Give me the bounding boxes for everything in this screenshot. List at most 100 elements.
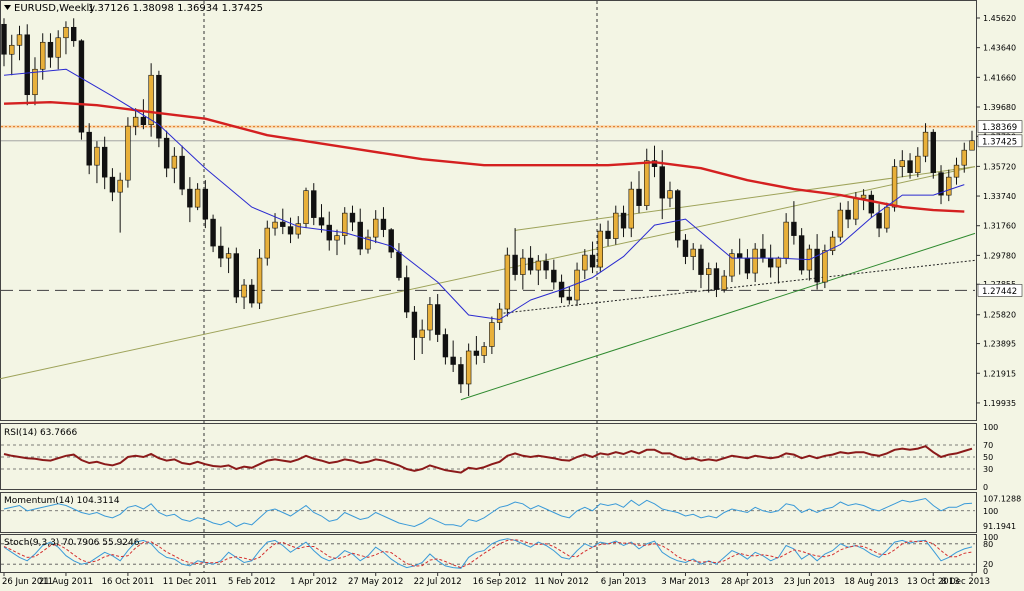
candle-body-bull [427, 304, 433, 331]
candle [907, 153, 913, 179]
candle-body-bear [249, 284, 255, 304]
candle [342, 207, 348, 245]
candle [9, 34, 15, 76]
candle-body-bear [675, 190, 681, 241]
time-label: 18 Aug 2013 [844, 577, 898, 587]
candle-body-bear [876, 212, 882, 229]
symbol-label: EURUSD,Weekly [14, 3, 95, 14]
candle-body-bull [597, 230, 603, 268]
candle-body-bull [419, 329, 425, 338]
candle-body-bear [140, 116, 147, 125]
candle-body-bull [520, 257, 526, 275]
price-axis: 1.456201.436401.416601.396801.377201.357… [976, 14, 1016, 408]
stoch-signal-line [3, 539, 973, 569]
time-label: 5 Feb 2012 [228, 577, 276, 587]
candle-body-bull [241, 284, 247, 298]
candle-body-bull [496, 308, 503, 323]
candle [132, 108, 139, 136]
candle [582, 249, 588, 280]
resistance-badge-bg [977, 120, 1023, 133]
rsi-tick-label: 0 [983, 483, 988, 492]
candle [411, 306, 418, 360]
candle-body-bull [9, 44, 15, 55]
candle [876, 204, 882, 238]
candle-body-bear [202, 188, 209, 220]
candle-body-bear [233, 253, 240, 298]
price-tick-label: 1.39680 [983, 103, 1016, 112]
candle-body-bull [194, 188, 201, 208]
candle-body-bull [860, 194, 867, 199]
horizontal-levels [1, 125, 975, 292]
candle-body-bull [899, 160, 906, 167]
price-tick-label: 1.23895 [983, 340, 1016, 349]
candle-body-bear [527, 257, 534, 271]
candle [938, 165, 944, 205]
candle-body-bull [365, 236, 371, 250]
candle-body-bear [845, 209, 851, 220]
candle-body-bull [373, 218, 379, 238]
candle-body-bear [24, 34, 30, 96]
candle [946, 169, 952, 202]
candle [543, 253, 549, 280]
resistance-badge: 1.38369 [982, 123, 1017, 133]
candle-body-bear [70, 26, 77, 42]
candle-body-bull [63, 26, 69, 39]
time-label: 22 Jul 2012 [414, 577, 462, 587]
rsi-tick-label: 50 [983, 453, 993, 462]
candle [613, 205, 619, 245]
momentum-label: Momentum(14) 104.3114 [4, 496, 120, 506]
price-pane[interactable] [0, 0, 977, 421]
rsi-line [3, 445, 973, 474]
candle-body-bull [342, 212, 348, 236]
candle [961, 142, 967, 173]
candle-body-bear [411, 311, 418, 338]
candle [295, 216, 301, 239]
candle-body-bear [713, 268, 720, 290]
rsi-tick-label: 30 [983, 465, 993, 474]
candle-body-bull [690, 248, 696, 257]
candle [551, 259, 557, 290]
stoch-pane[interactable] [0, 534, 977, 573]
candle [380, 207, 387, 238]
trendline-olive-long [0, 166, 976, 380]
candle [334, 229, 340, 256]
candle-body-bull [884, 206, 890, 229]
momentum-tick-label: 100 [983, 507, 998, 516]
candle-body-bear [187, 188, 193, 208]
candle [791, 201, 797, 245]
candle-body-bull [582, 254, 588, 271]
candle-body-bear [744, 257, 751, 274]
candle [40, 33, 46, 80]
menu-triangle-icon[interactable] [4, 5, 11, 10]
trendline-green [460, 232, 976, 401]
candle [373, 210, 379, 244]
candle-body-bear [589, 254, 596, 268]
candle [311, 183, 317, 226]
stoch-tick-label: 80 [983, 540, 993, 549]
candle [264, 220, 270, 266]
candle [24, 24, 30, 106]
candle [187, 177, 193, 223]
momentum-pane[interactable] [0, 492, 977, 533]
candle [78, 39, 85, 140]
candle [442, 328, 449, 365]
time-label: 26 Jun 2011 [2, 577, 53, 587]
candle-body-bear [698, 248, 704, 275]
candle-body-bull [94, 146, 100, 166]
candle-body-bull [504, 254, 511, 310]
candle [148, 63, 154, 137]
candle-body-bull [489, 322, 495, 347]
candle-body-bull [752, 248, 758, 274]
candle [915, 147, 921, 178]
candle-body-bull [16, 34, 23, 46]
candle [171, 147, 178, 184]
time-label: 23 Jun 2013 [784, 577, 835, 587]
candle-body-bull [303, 190, 309, 224]
candle [419, 319, 425, 355]
candle-body-bear [798, 235, 805, 271]
candle-body-bear [78, 40, 85, 133]
candle [636, 171, 642, 214]
